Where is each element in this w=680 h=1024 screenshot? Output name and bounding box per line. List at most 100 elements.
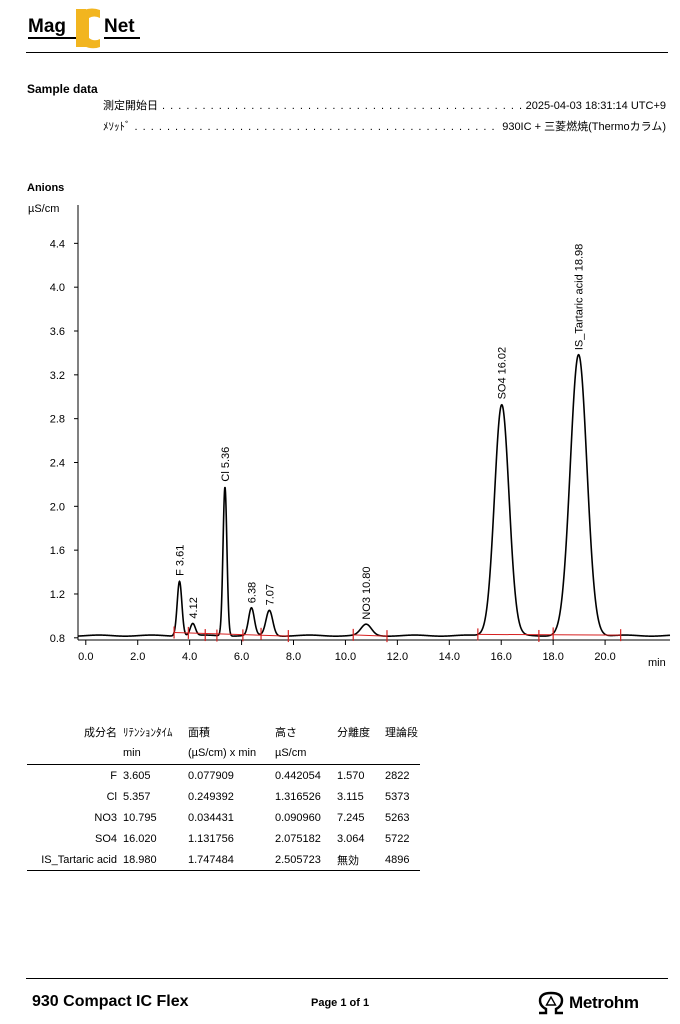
peak-label: IS_Tartaric acid 18.98 <box>574 244 586 350</box>
y-tick-label: 1.2 <box>50 589 65 601</box>
y-tick-label: 2.8 <box>50 414 65 426</box>
x-tick-label: 10.0 <box>335 651 356 663</box>
metrohm-wordmark: Metrohm <box>569 993 639 1012</box>
table-row: NO3 10.795 0.034431 0.090960 7.245 5263 <box>27 807 420 828</box>
table-unit-row: min (µS/cm) x min µS/cm <box>27 742 420 765</box>
cell-resolution: 3.064 <box>337 832 365 845</box>
logo-i-shape <box>76 9 86 47</box>
logo-text-left: Mag <box>28 16 66 37</box>
x-axis-label: min <box>648 657 666 669</box>
logo-text-right: Net <box>104 16 135 37</box>
cell-height: 2.505723 <box>275 849 337 871</box>
integration-baseline <box>477 633 621 636</box>
sample-value: 2025-04-03 18:31:14 UTC+9 <box>525 100 666 112</box>
integration-baseline <box>353 634 388 637</box>
logo-c-shape <box>84 8 100 49</box>
unit-cell <box>385 742 420 765</box>
peak-label: NO3 10.80 <box>361 566 373 619</box>
x-tick-label: 20.0 <box>594 651 615 663</box>
cell-retention-time: 18.980 <box>123 849 188 871</box>
chromatogram-chart: µS/cm min 0.8 1.2 1.6 2.0 2.4 2.8 3.2 3.6 4.0 4.4 0.… <box>28 203 671 669</box>
x-tick-label: 14.0 <box>439 651 460 663</box>
x-tick-label: 8.0 <box>286 651 301 663</box>
cell-resolution: 無効 <box>337 849 385 871</box>
cell-plates: 5373 <box>385 790 410 803</box>
sample-label: ﾒｿｯﾄﾞ <box>103 121 131 133</box>
cell-height: 1.316526 <box>275 790 321 803</box>
header-resolution: 分離度 <box>337 727 370 739</box>
x-tick-label: 18.0 <box>542 651 563 663</box>
cell-component: Cl <box>106 790 117 803</box>
cell-area: 1.747484 <box>188 849 275 871</box>
unit-cell <box>27 742 123 765</box>
header-component: 成分名 <box>84 727 117 739</box>
table-row: SO4 16.020 1.131756 2.075182 3.064 5722 <box>27 828 420 849</box>
sample-label: 測定開始日 <box>103 100 158 112</box>
cell-area: 0.034431 <box>188 811 234 824</box>
chromatogram-trace <box>77 353 671 637</box>
peak-label: F 3.61 <box>175 545 187 576</box>
cell-area: 0.249392 <box>188 790 234 803</box>
footer-page-number: Page 1 of 1 <box>311 997 370 1009</box>
cell-plates: 5263 <box>385 811 410 824</box>
table-row: F 3.605 0.077909 0.442054 1.570 2822 <box>27 765 420 787</box>
x-tick-label: 0.0 <box>78 651 93 663</box>
header-divider <box>26 52 668 53</box>
cell-height: 2.075182 <box>275 832 321 845</box>
x-tick-label: 4.0 <box>182 651 197 663</box>
y-tick-label: 2.4 <box>50 457 65 469</box>
table-row: Cl 5.357 0.249392 1.316526 3.115 5373 <box>27 786 420 807</box>
footer-divider <box>26 978 668 979</box>
cell-plates: 2822 <box>385 769 410 782</box>
header-plates: 理論段 <box>385 727 418 739</box>
cell-retention-time: 3.605 <box>123 769 151 782</box>
peak-label: Cl 5.36 <box>220 447 232 482</box>
x-tick-label: 6.0 <box>234 651 249 663</box>
x-tick-label: 12.0 <box>387 651 408 663</box>
cell-retention-time: 16.020 <box>123 832 157 845</box>
x-tick-label: 16.0 <box>491 651 512 663</box>
integration-baseline <box>174 632 289 637</box>
cell-area: 1.131756 <box>188 832 234 845</box>
cell-height: 0.442054 <box>275 769 321 782</box>
cell-component: SO4 <box>94 832 117 845</box>
sample-row-start-date: 測定開始日 . . . . . . . . . . . . . . . . . … <box>103 97 666 113</box>
metrohm-omega-icon <box>538 991 564 1015</box>
cell-plates: 4896 <box>385 849 420 871</box>
peak-label: SO4 16.02 <box>497 347 509 400</box>
y-tick-label: 3.6 <box>50 326 65 338</box>
cell-resolution: 7.245 <box>337 811 365 824</box>
unit-cell <box>337 742 385 765</box>
sample-data-title: Sample data <box>27 82 98 96</box>
peak-label: 7.07 <box>264 584 276 605</box>
header-area: 面積 <box>188 727 210 739</box>
unit-cell: µS/cm <box>275 742 337 765</box>
cell-retention-time: 10.795 <box>123 811 157 824</box>
cell-plates: 5722 <box>385 832 410 845</box>
cell-component: IS_Tartaric acid <box>27 849 123 871</box>
y-tick-label: 4.4 <box>50 238 65 250</box>
y-tick-label: 1.6 <box>50 545 65 557</box>
results-table: 成分名 ﾘﾃﾝｼｮﾝﾀｲﾑ 面積 高さ 分離度 理論段 min (µS/cm) … <box>27 722 420 871</box>
y-tick-label: 4.0 <box>50 282 65 294</box>
magnet-ic-logo: Mag Net <box>28 8 140 49</box>
cell-component: F <box>110 769 117 782</box>
cell-component: NO3 <box>94 811 117 824</box>
table-header-row: 成分名 ﾘﾃﾝｼｮﾝﾀｲﾑ 面積 高さ 分離度 理論段 <box>27 722 420 742</box>
cell-resolution: 3.115 <box>337 790 364 803</box>
cell-resolution: 1.570 <box>337 769 365 782</box>
y-tick-label: 0.8 <box>50 633 65 645</box>
sample-row-method: ﾒｿｯﾄﾞ . . . . . . . . . . . . . . . . . … <box>103 118 666 134</box>
cell-retention-time: 5.357 <box>123 790 151 803</box>
leader-dots: . . . . . . . . . . . . . . . . . . . . … <box>134 121 499 133</box>
y-tick-label: 3.2 <box>50 370 65 382</box>
peak-label: 6.38 <box>246 582 258 603</box>
footer-product-name: 930 Compact IC Flex <box>32 993 189 1010</box>
cell-height: 0.090960 <box>275 811 321 824</box>
x-tick-label: 2.0 <box>130 651 145 663</box>
peak-label: 4.12 <box>188 597 200 618</box>
cell-area: 0.077909 <box>188 769 234 782</box>
header-retention-time: ﾘﾃﾝｼｮﾝﾀｲﾑ <box>123 727 173 739</box>
header-height: 高さ <box>275 727 297 739</box>
y-tick-label: 2.0 <box>50 501 65 513</box>
